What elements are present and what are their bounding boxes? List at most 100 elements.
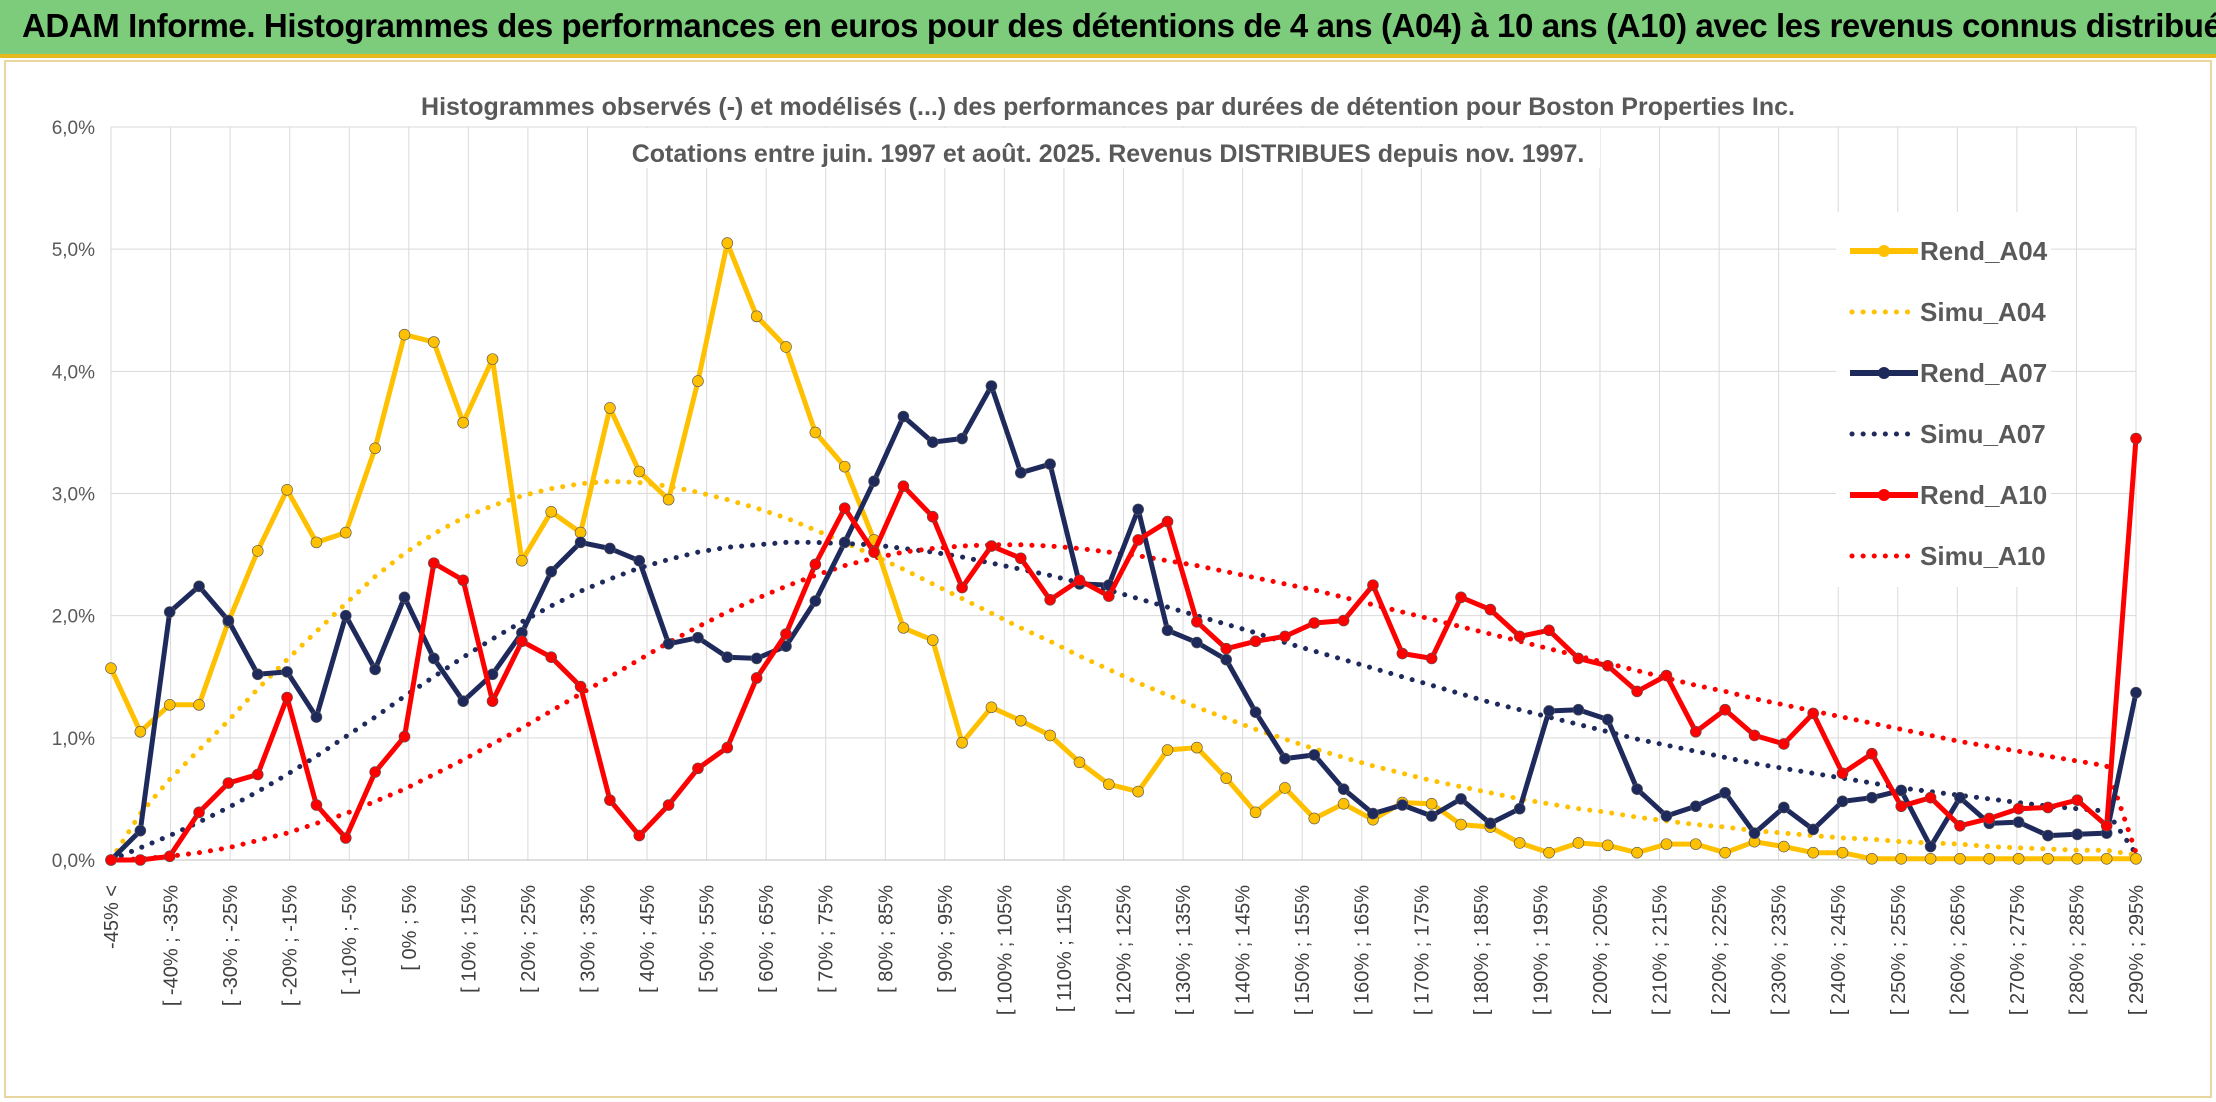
data-point bbox=[662, 637, 675, 650]
x-tick-label: [ 100% ; 105% bbox=[994, 885, 1016, 1015]
data-point bbox=[1396, 799, 1409, 811]
legend: Rend_A04 Simu_A04 Rend_A07 Simu_A07 Rend_A10… bbox=[1836, 212, 2051, 587]
data-point bbox=[1689, 800, 1702, 813]
data-point bbox=[1191, 741, 1203, 754]
data-point bbox=[750, 310, 763, 323]
legend-label: Rend_A10 bbox=[1920, 480, 2047, 510]
legend-marker bbox=[1878, 367, 1890, 379]
data-point bbox=[1220, 653, 1233, 666]
data-point bbox=[1279, 782, 1291, 794]
x-tick-label: [ 30% ; 35% bbox=[577, 885, 599, 993]
series-Simu_A07 bbox=[108, 539, 2139, 863]
y-tick-label: 2,0% bbox=[52, 607, 95, 628]
data-point bbox=[897, 622, 910, 634]
data-point bbox=[1103, 590, 1115, 602]
data-point bbox=[1455, 591, 1467, 604]
data-point bbox=[1719, 703, 1731, 716]
data-point bbox=[1367, 579, 1379, 591]
report-title: ADAM Informe. Histogrammes des performan… bbox=[22, 7, 2216, 44]
data-point bbox=[163, 606, 176, 618]
x-tick-label: [ 70% ; 75% bbox=[816, 885, 838, 993]
data-point bbox=[516, 635, 528, 648]
data-point bbox=[1778, 840, 1790, 853]
data-point bbox=[1484, 817, 1497, 830]
x-tick-label: [ 260% ; 265% bbox=[1947, 885, 1969, 1015]
series-line-Simu_A04 bbox=[108, 478, 2139, 863]
y-tick-label: 6,0% bbox=[52, 118, 95, 139]
y-tick-label: 1,0% bbox=[52, 729, 95, 750]
x-tick-label: [ -10% ; -5% bbox=[339, 885, 361, 995]
legend-marker bbox=[1878, 245, 1890, 257]
data-point bbox=[1249, 806, 1262, 819]
x-tick-label: [ 290% ; 295% bbox=[2126, 885, 2148, 1015]
data-point bbox=[1748, 729, 1761, 742]
data-point bbox=[1132, 785, 1144, 798]
data-point bbox=[193, 699, 205, 711]
data-point bbox=[868, 546, 880, 558]
data-point bbox=[780, 341, 792, 353]
data-point bbox=[222, 614, 235, 627]
data-point bbox=[692, 762, 704, 775]
data-point bbox=[926, 436, 939, 448]
data-point bbox=[193, 806, 205, 819]
data-point bbox=[1014, 552, 1027, 565]
data-point bbox=[1337, 783, 1350, 795]
data-point bbox=[1689, 725, 1702, 738]
x-tick-label: [ 200% ; 205% bbox=[1590, 885, 1612, 1015]
data-point bbox=[2012, 802, 2025, 815]
data-point bbox=[1132, 503, 1144, 516]
chart-title-line-1: Histogrammes observés (-) et modélisés (… bbox=[421, 93, 1795, 121]
data-point bbox=[985, 701, 998, 714]
data-point bbox=[2012, 852, 2025, 865]
data-point bbox=[1572, 837, 1585, 849]
y-tick-label: 5,0% bbox=[52, 240, 95, 261]
x-tick-label: [ 50% ; 55% bbox=[697, 885, 719, 993]
data-point bbox=[1866, 747, 1878, 760]
data-point bbox=[1778, 801, 1790, 814]
data-point bbox=[1308, 812, 1321, 825]
data-point bbox=[1924, 852, 1937, 865]
x-tick-label: [ 270% ; 275% bbox=[2007, 885, 2029, 1015]
data-point bbox=[721, 741, 734, 754]
series-Rend_A04 bbox=[105, 237, 2142, 865]
legend-item-Rend_A07: Rend_A07 bbox=[1850, 358, 2047, 388]
data-point bbox=[134, 725, 147, 738]
data-point bbox=[1601, 659, 1614, 672]
data-point bbox=[2130, 686, 2142, 699]
series-line-Simu_A07 bbox=[108, 539, 2139, 863]
data-point bbox=[222, 777, 235, 789]
x-tick-label: [ 40% ; 45% bbox=[637, 885, 659, 993]
data-point bbox=[1954, 852, 1966, 865]
data-point bbox=[1044, 458, 1056, 470]
data-point bbox=[1954, 791, 1966, 804]
data-point bbox=[721, 237, 734, 249]
y-tick-label: 4,0% bbox=[52, 362, 95, 383]
data-point bbox=[780, 628, 792, 640]
data-point bbox=[1719, 787, 1731, 799]
data-point bbox=[2042, 852, 2054, 865]
x-tick-label: [ 140% ; 145% bbox=[1233, 885, 1255, 1015]
data-point bbox=[1455, 818, 1467, 831]
data-point bbox=[163, 699, 176, 711]
data-point bbox=[1983, 852, 1996, 865]
data-point bbox=[1014, 714, 1027, 727]
legend-bg bbox=[1836, 212, 2051, 587]
x-tick-label: [ 250% ; 255% bbox=[1888, 885, 1910, 1015]
x-tick-label: [ 240% ; 245% bbox=[1828, 885, 1850, 1015]
data-point bbox=[1161, 624, 1174, 637]
data-point bbox=[692, 375, 704, 387]
data-point bbox=[809, 426, 822, 439]
series-Simu_A04 bbox=[108, 478, 2139, 863]
x-tick-label: [ 60% ; 65% bbox=[756, 885, 778, 993]
data-point bbox=[1807, 823, 1819, 836]
data-point bbox=[163, 850, 176, 863]
data-point bbox=[633, 829, 646, 842]
x-tick-label: [ 220% ; 225% bbox=[1709, 885, 1731, 1015]
y-axis: 0,0% 1,0% 2,0% 3,0% 4,0% 5,0% 6,0% bbox=[52, 118, 95, 872]
title-bg-2 bbox=[620, 128, 1600, 168]
x-axis: -45% < [ -40% ; -35% [ -30% ; -25% [ -20% ;… bbox=[101, 885, 2148, 1015]
data-point bbox=[1161, 515, 1174, 528]
data-point bbox=[750, 652, 763, 665]
legend-label: Simu_A04 bbox=[1920, 297, 2046, 327]
